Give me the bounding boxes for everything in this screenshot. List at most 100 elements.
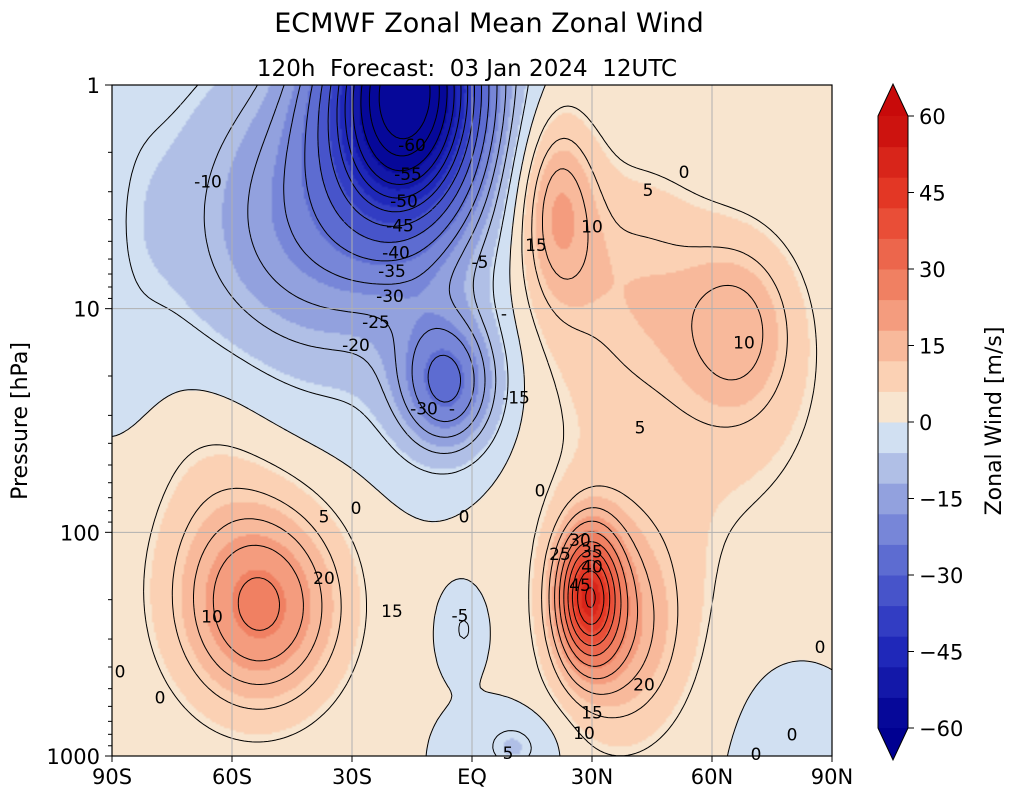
- contour-label: -30: [410, 400, 438, 420]
- contour-label: -15: [502, 389, 530, 409]
- colorbar-segment: [878, 207, 908, 239]
- contour-line: [143, 105, 818, 757]
- y-axis: 1 10 100 1000: [47, 74, 112, 769]
- contour-label: -10: [194, 172, 222, 192]
- contour-label: 35: [581, 543, 603, 563]
- y-tick-label: 1: [87, 74, 100, 98]
- contour-line: [237, 531, 629, 667]
- colorbar: 60 45 30 15 0 −15 −30 −45 −60: [877, 82, 963, 762]
- contour-line: [360, 84, 448, 172]
- contour-line: [212, 520, 639, 680]
- colorbar-tick-label: 15: [919, 335, 946, 359]
- contour-label: 0: [535, 481, 546, 501]
- contour-line: [125, 84, 532, 757]
- contour-line: [567, 550, 616, 647]
- contour-label: 5: [643, 181, 654, 201]
- colorbar-tick-label: 0: [919, 411, 932, 435]
- contour-label: -20: [342, 336, 370, 356]
- chart-title: ECMWF Zonal Mean Zonal Wind: [274, 8, 704, 39]
- colorbar-segment: [878, 269, 908, 301]
- contour-label: 0: [155, 689, 166, 709]
- contour-label: -: [501, 304, 507, 324]
- contour-line: [368, 84, 440, 157]
- colorbar-tick-label: −15: [919, 488, 963, 512]
- contour-label: 20: [633, 676, 655, 696]
- contour-label: -25: [362, 313, 390, 333]
- contour-label: -5: [452, 606, 469, 626]
- contour-line: [247, 84, 507, 438]
- contour-label: -: [449, 400, 455, 420]
- contour-line: [571, 559, 611, 637]
- contour-label: -45: [386, 217, 414, 237]
- contour-label: 15: [581, 704, 603, 724]
- contour-label: 5: [635, 419, 646, 439]
- y-tick-label: 100: [60, 521, 100, 545]
- contour-label: 5: [319, 508, 330, 528]
- colorbar-segment: [878, 116, 908, 148]
- colorbar-segment: [878, 697, 908, 729]
- contour-lines: [111, 84, 833, 757]
- contour-label: 0: [351, 499, 362, 519]
- colorbar-segment: [878, 636, 908, 668]
- contour-label: -60: [398, 136, 426, 156]
- colorbar-segment: [878, 666, 908, 698]
- colorbar-label: Zonal Wind [m/s]: [982, 327, 1007, 516]
- contour-label: 40: [581, 557, 603, 577]
- contour-labels: -60-55-50-45-40-35-30-25-20-10-5-15-30 --…: [115, 136, 826, 765]
- contour-label: 0: [815, 638, 826, 658]
- colorbar-segment: [878, 391, 908, 423]
- contour-label: -30: [376, 287, 404, 307]
- x-tick-label: 60N: [691, 765, 733, 789]
- colorbar-extend-min: [878, 728, 908, 760]
- contour-line: [317, 84, 482, 243]
- contour-label: 45: [569, 576, 591, 596]
- colorbar-tick-label: 45: [919, 182, 946, 206]
- colorbar-segment: [878, 238, 908, 270]
- x-tick-label: 60S: [212, 765, 252, 789]
- x-tick-label: 90S: [92, 765, 132, 789]
- colorbar-tick-label: −60: [919, 717, 963, 741]
- contour-line: [577, 570, 605, 625]
- colorbar-tick-label: 60: [919, 105, 946, 129]
- contour-line: [203, 84, 517, 454]
- contour-label: -40: [382, 243, 410, 263]
- x-tick-label: 90N: [811, 765, 853, 789]
- contour-label: 30: [569, 531, 591, 551]
- x-tick-label: 30S: [332, 765, 372, 789]
- contour-label: 10: [581, 218, 603, 238]
- colorbar-segment: [878, 575, 908, 607]
- plot-area: -60-55-50-45-40-35-30-25-20-10-5-15-30 --…: [111, 84, 833, 765]
- contour-label: 10: [573, 724, 595, 744]
- chart-subtitle: 120h Forecast: 03 Jan 2024 12UTC: [257, 56, 677, 82]
- contour-label: 10: [201, 608, 223, 628]
- colorbar-segment: [878, 483, 908, 515]
- contour-line: [585, 587, 596, 608]
- colorbar-tick-label: 30: [919, 258, 946, 282]
- contour-line: [563, 541, 622, 657]
- colorbar-segment: [878, 422, 908, 454]
- contour-label: 10: [733, 334, 755, 354]
- colorbar-segment: [878, 605, 908, 637]
- contour-line: [111, 84, 833, 757]
- y-axis-label: Pressure [hPa]: [8, 342, 33, 500]
- contour-label: 5: [503, 744, 514, 764]
- contour-line: [378, 84, 431, 140]
- contour-label: 0: [115, 663, 126, 683]
- colorbar-segment: [878, 513, 908, 545]
- x-tick-label: EQ: [457, 765, 487, 789]
- colorbar-segment: [878, 146, 908, 178]
- contour-label: -50: [390, 192, 418, 212]
- contour-line: [171, 137, 788, 719]
- colorbar-segment: [878, 299, 908, 331]
- contour-label: 25: [549, 545, 571, 565]
- contour-line: [352, 84, 455, 185]
- contour-label: 0: [679, 163, 690, 183]
- y-tick-label: 1000: [47, 745, 100, 769]
- colorbar-segment: [878, 360, 908, 392]
- y-tick-label: 10: [73, 298, 100, 322]
- contour-line: [304, 84, 490, 403]
- contour-label: 0: [751, 745, 762, 765]
- colorbar-segment: [878, 330, 908, 362]
- x-tick-label: 30N: [571, 765, 613, 789]
